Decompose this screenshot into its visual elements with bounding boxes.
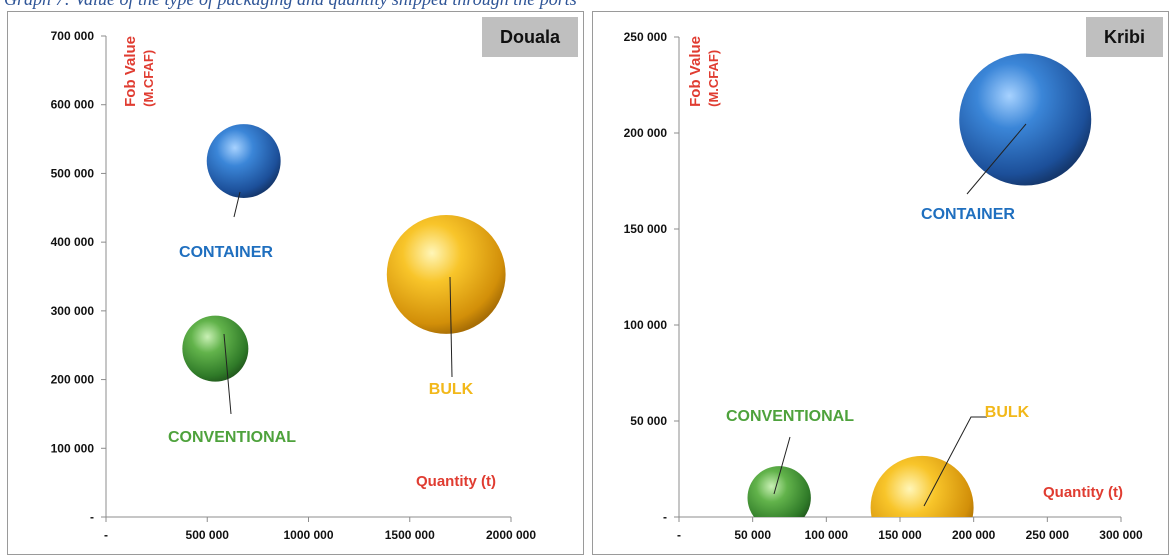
- leader-line-bulk: [449, 276, 453, 378]
- x-tick-label: 2000 000: [486, 528, 536, 542]
- leader-line-conventional: [773, 436, 791, 495]
- y-axis-title: Fob Value (M.CFAF): [687, 36, 721, 107]
- bubble-container: [206, 124, 281, 199]
- x-tick-label: 300 000: [1099, 528, 1143, 542]
- data-label-conventional: CONVENTIONAL: [168, 429, 296, 446]
- x-tick-label: 500 000: [186, 528, 230, 542]
- x-tick-label: 150 000: [878, 528, 922, 542]
- leader-line-conventional: [223, 333, 232, 415]
- x-tick-label: -: [677, 528, 681, 542]
- bubbles-group: [182, 124, 506, 382]
- x-tick-label: 250 000: [1026, 528, 1070, 542]
- leader-line-bulk: [923, 416, 987, 507]
- y-tick-label: 150 000: [624, 222, 668, 236]
- data-label-container: CONTAINER: [179, 244, 273, 261]
- y-tick-label: 300 000: [51, 304, 95, 318]
- y-tick-label: 500 000: [51, 166, 95, 180]
- x-tick-label: 50 000: [734, 528, 771, 542]
- y-tick-label: 400 000: [51, 235, 95, 249]
- leader-line-container: [966, 123, 1027, 195]
- y-tick-label: 700 000: [51, 29, 95, 43]
- y-tick-label: -: [90, 510, 94, 524]
- y-tick-label: 250 000: [624, 30, 668, 44]
- y-tick-label: 200 000: [624, 126, 668, 140]
- bubble-conventional: [182, 315, 249, 382]
- x-axis-title: Quantity (t): [416, 473, 496, 490]
- leader-line-container: [233, 191, 241, 218]
- bubbles-group: [747, 53, 1092, 517]
- x-tick-label: 1500 000: [385, 528, 435, 542]
- bubble-chart-douala: - 100 000 200 000 300 000 400 000 500 000 600 …: [51, 29, 537, 542]
- x-tick-label: 200 000: [952, 528, 996, 542]
- bubble-chart-kribi: - 50 000 100 000 150 000 200 000 250 000 - 50 0…: [624, 30, 1143, 542]
- data-label-container: CONTAINER: [921, 206, 1015, 223]
- data-label-conventional: CONVENTIONAL: [726, 408, 854, 425]
- x-axis-title: Quantity (t): [1043, 484, 1123, 501]
- bubble-bulk: [386, 215, 506, 334]
- bubble-bulk: [870, 455, 974, 517]
- y-tick-label: 100 000: [51, 441, 95, 455]
- y-tick-label: -: [663, 510, 667, 524]
- data-label-bulk: BULK: [985, 404, 1030, 421]
- chart-panel-douala: - 100 000 200 000 300 000 400 000 500 000 600 …: [7, 11, 584, 555]
- x-tick-label: 1000 000: [283, 528, 333, 542]
- port-label: Kribi: [1085, 17, 1163, 57]
- data-label-bulk: BULK: [429, 381, 474, 398]
- y-tick-label: 600 000: [51, 98, 95, 112]
- y-tick-label: 100 000: [624, 318, 668, 332]
- x-tick-label: -: [104, 528, 108, 542]
- chart-panel-kribi: - 50 000 100 000 150 000 200 000 250 000 - 50 0…: [592, 11, 1169, 555]
- bubble-container: [959, 53, 1092, 186]
- port-label: Douala: [481, 17, 578, 57]
- graph-caption: Graph 7: Value of the type of packaging …: [4, 0, 577, 10]
- y-tick-label: 50 000: [630, 414, 667, 428]
- y-axis-title: Fob Value (M.CFAF): [122, 36, 156, 107]
- y-tick-label: 200 000: [51, 373, 95, 387]
- bubble-conventional: [747, 466, 811, 517]
- x-tick-label: 100 000: [805, 528, 849, 542]
